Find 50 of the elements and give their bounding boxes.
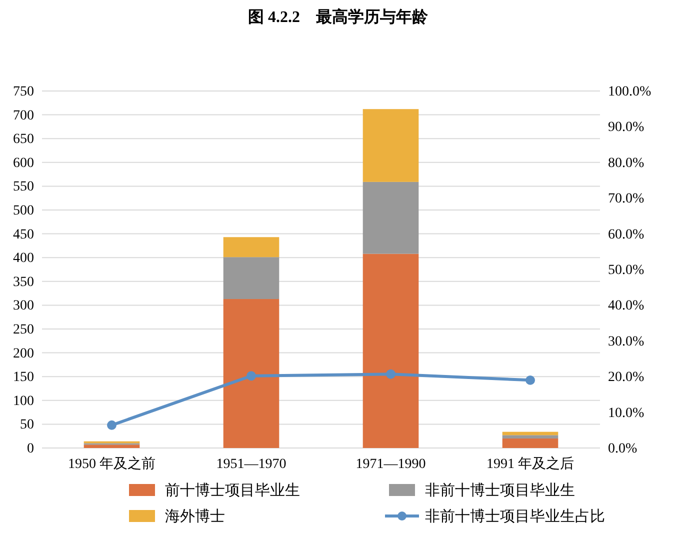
bar (223, 257, 280, 300)
y2-tick-label: 0.0% (608, 441, 638, 456)
y-tick-label: 450 (13, 227, 34, 242)
y-tick-label: 650 (13, 132, 34, 148)
y2-tick-label: 60.0% (608, 227, 644, 242)
y2-tick-label: 70.0% (608, 192, 644, 207)
y2-tick-label: 100.0% (608, 84, 652, 100)
bar (223, 299, 280, 448)
y-tick-label: 0 (27, 441, 34, 456)
bar (84, 444, 140, 448)
y2-tick-label: 40.0% (608, 298, 644, 314)
bar (362, 182, 419, 254)
y-tick-label: 200 (13, 346, 34, 362)
y2-tick-label: 30.0% (608, 334, 644, 350)
x-tick-label: 1950 年及之前 (68, 456, 156, 472)
legend-label: 前十博士项目毕业生 (165, 482, 300, 499)
bar (223, 237, 280, 258)
y-tick-label: 600 (13, 156, 34, 171)
y2-tick-label: 90.0% (608, 120, 644, 136)
y-tick-label: 550 (13, 180, 34, 195)
bar (362, 254, 419, 448)
y2-tick-label: 50.0% (608, 262, 644, 278)
point (107, 420, 116, 430)
bar (502, 432, 558, 436)
y2-tick-label: 10.0% (608, 406, 644, 421)
y-tick-label: 700 (13, 108, 34, 124)
y-tick-label: 300 (13, 298, 34, 314)
y-tick-label: 750 (13, 84, 34, 100)
bar (362, 109, 419, 182)
y2-tick-label: 20.0% (608, 370, 644, 386)
x-tick-label: 1951—1970 (216, 456, 286, 472)
point (246, 371, 256, 381)
y-tick-label: 100 (13, 394, 34, 409)
y-tick-label: 150 (13, 370, 34, 386)
chart-title: 图 4.2.2 最高学历与年龄 (248, 7, 429, 26)
y-tick-label: 400 (13, 251, 34, 266)
legend-label: 海外博士 (165, 508, 225, 525)
y-tick-label: 50 (20, 418, 34, 433)
legend-label: 非前十博士项目毕业生占比 (425, 508, 605, 525)
y-tick-label: 350 (13, 274, 34, 290)
x-tick-label: 1971—1990 (356, 456, 426, 472)
point (526, 375, 535, 385)
x-tick-label: 1991 年及之后 (486, 456, 574, 472)
point (386, 369, 396, 379)
bar (502, 438, 558, 448)
y2-tick-label: 80.0% (608, 156, 644, 171)
y-tick-label: 500 (13, 203, 34, 218)
y-tick-label: 250 (13, 322, 34, 338)
legend-label: 非前十博士项目毕业生 (425, 482, 575, 499)
bar (502, 435, 558, 438)
